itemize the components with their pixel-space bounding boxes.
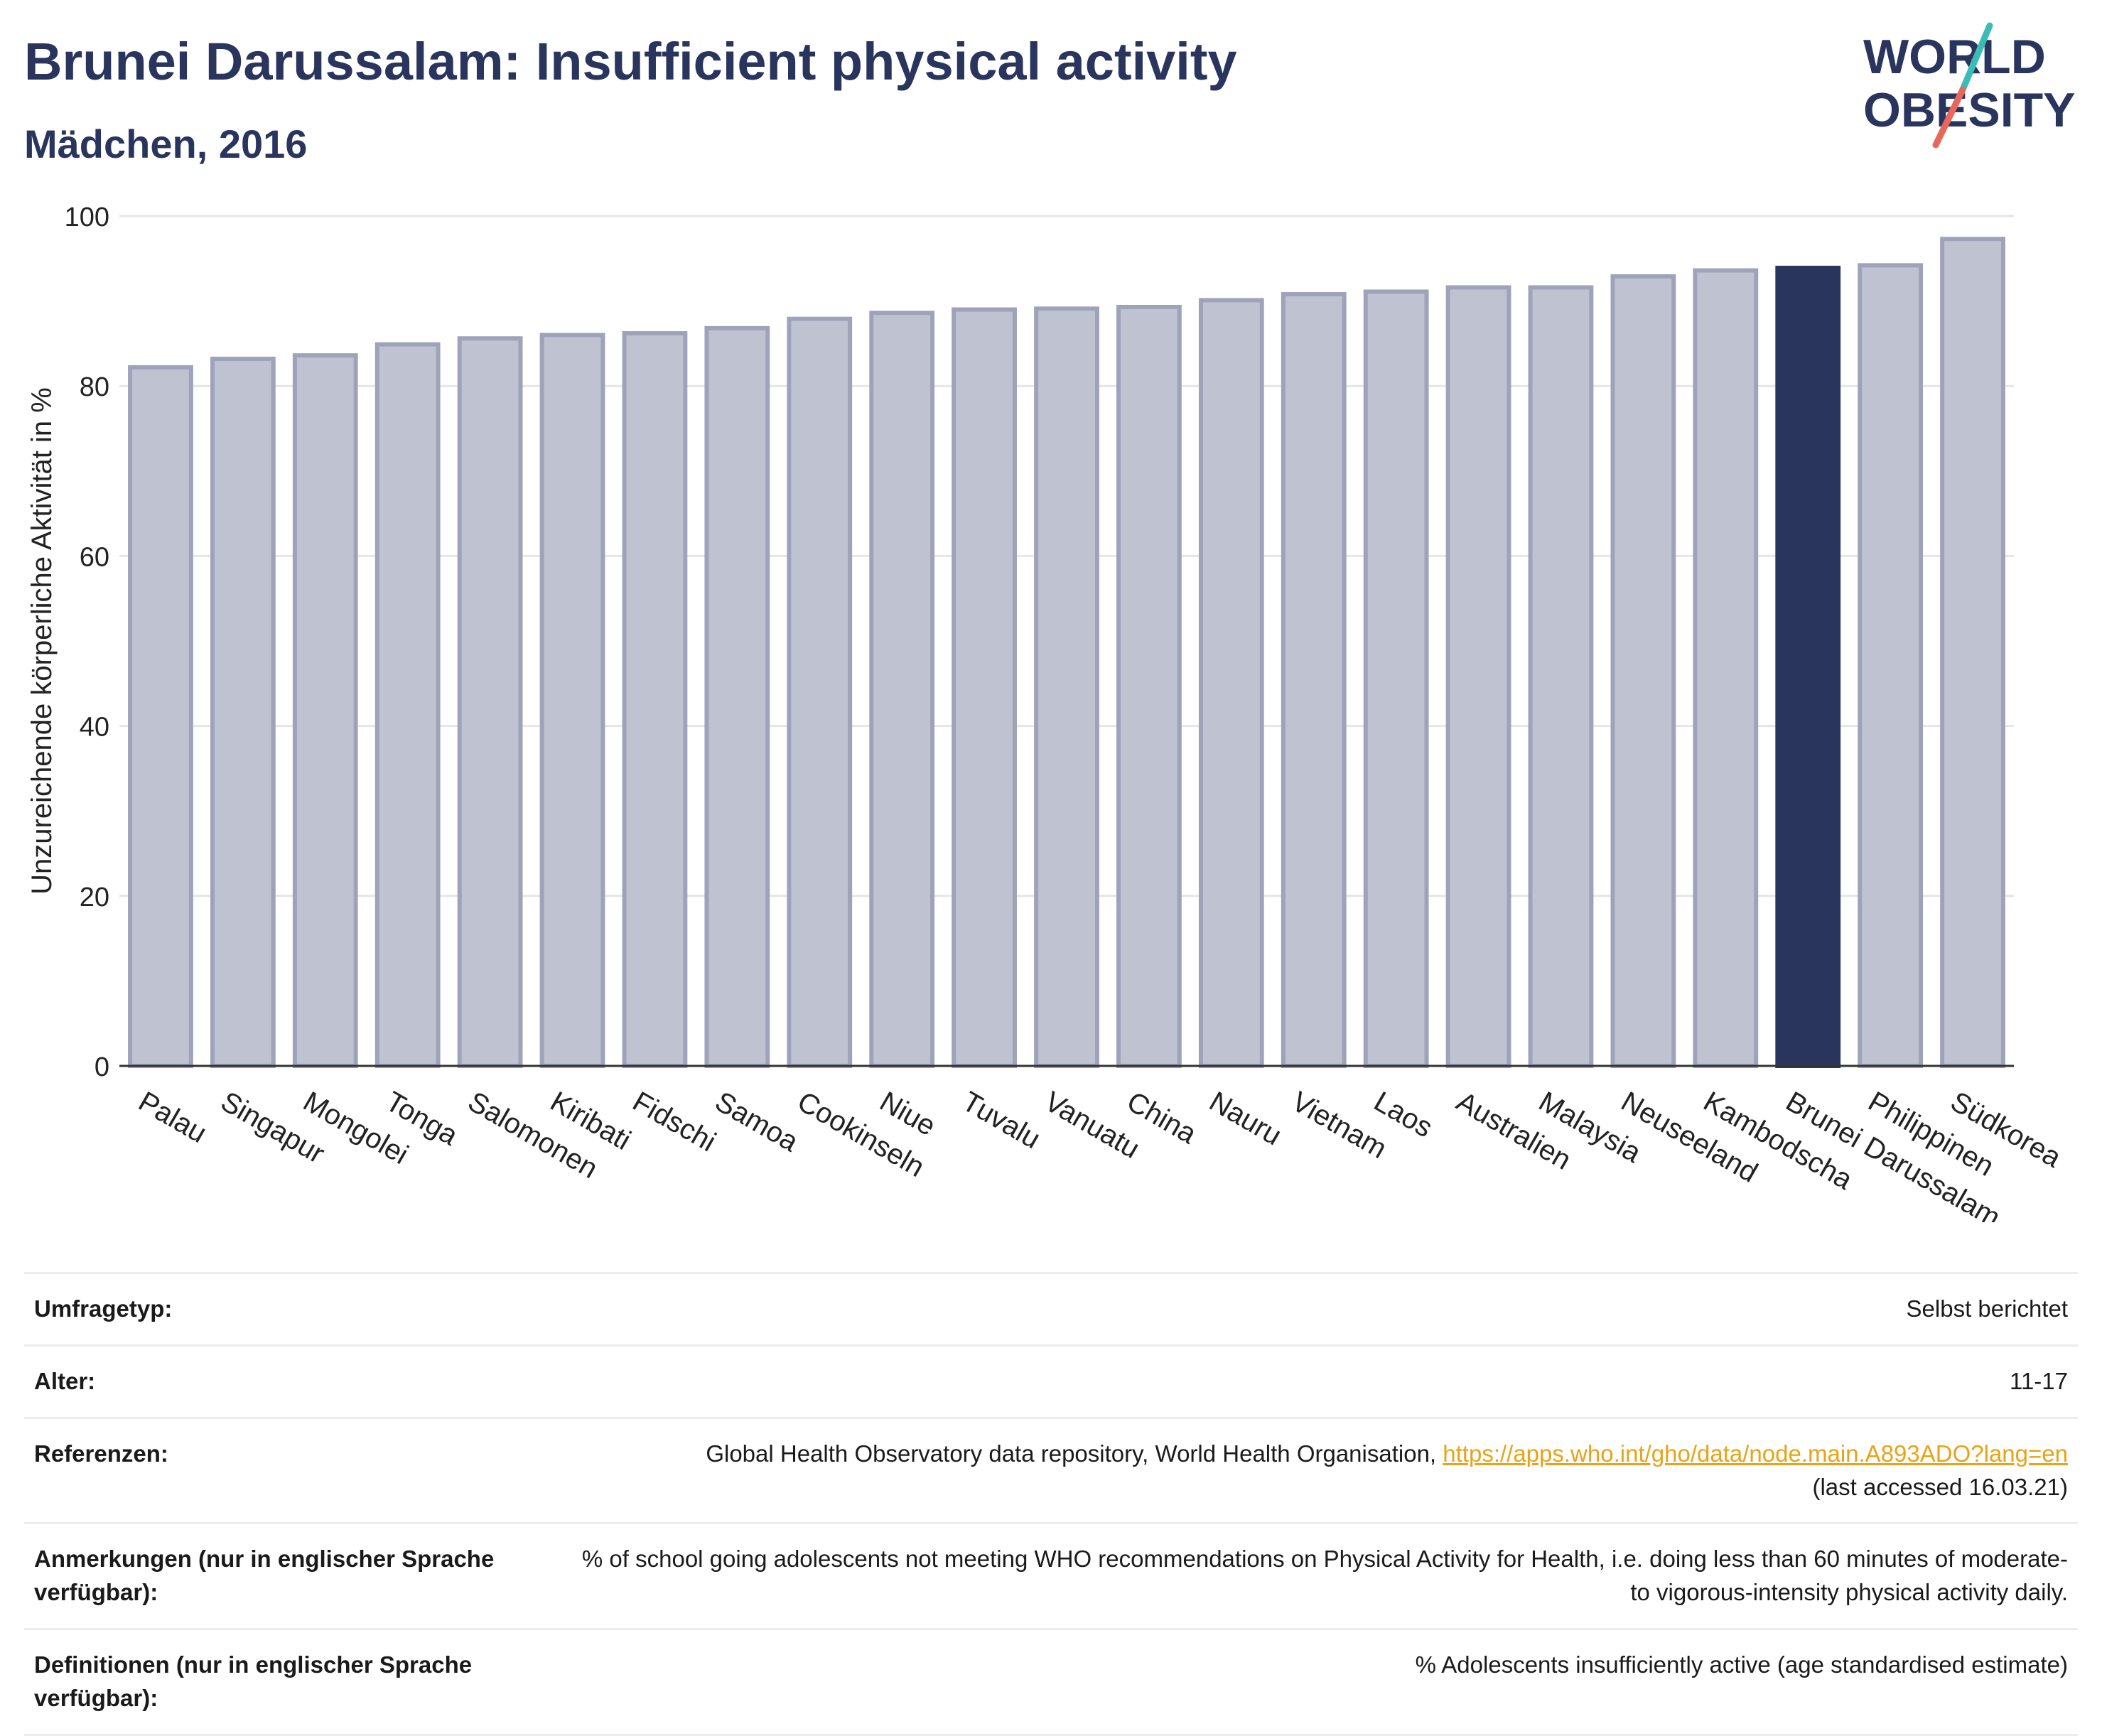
y-axis-label: Unzureichende körperliche Aktivität in %	[26, 387, 58, 895]
info-value: Global Health Observatory data repositor…	[556, 1418, 2078, 1524]
bar[interactable]	[1858, 263, 1924, 1068]
y-tick-label: 40	[80, 713, 109, 743]
x-tick-label: Vanuatu	[1040, 1086, 1145, 1165]
x-tick-label: Samoa	[710, 1086, 804, 1158]
info-table: Umfragetyp: Selbst berichtet Alter: 11-1…	[24, 1272, 2078, 1736]
bar[interactable]	[704, 325, 770, 1069]
y-tick-label: 0	[95, 1052, 109, 1082]
info-row-notes: Anmerkungen (nur in englischer Sprache v…	[24, 1523, 2078, 1629]
x-tick-label: Tuvalu	[957, 1086, 1046, 1155]
info-row-survey-type: Umfragetyp: Selbst berichtet	[24, 1273, 2078, 1346]
logo-text-obesity: OBESITY	[1863, 83, 2076, 137]
bar[interactable]	[1198, 298, 1264, 1068]
info-row-references: Referenzen: Global Health Observatory da…	[24, 1418, 2078, 1524]
info-row-age: Alter: 11-17	[24, 1345, 2078, 1418]
info-label: Alter:	[34, 1367, 96, 1394]
bar[interactable]	[1940, 237, 2005, 1069]
x-tick-label: Vietnam	[1286, 1086, 1391, 1165]
info-label: Definitionen (nur in englischer Sprache …	[34, 1651, 473, 1712]
chart-title: Brunei Darussalam: Insufficient physical…	[24, 32, 1237, 91]
bar[interactable]	[1281, 292, 1347, 1069]
bar[interactable]	[374, 342, 441, 1068]
info-row-definitions: Definitionen (nur in englischer Sprache …	[24, 1629, 2078, 1735]
x-tick-label: Fidschi	[627, 1086, 721, 1158]
bar[interactable]	[622, 331, 688, 1069]
info-value: Selbst berichtet	[1906, 1295, 2068, 1322]
info-value: 11-17	[2010, 1367, 2068, 1394]
y-tick-label: 20	[80, 883, 109, 912]
reference-link[interactable]: https://apps.who.int/gho/data/node.main.…	[1443, 1440, 2068, 1467]
bar[interactable]	[1693, 268, 1759, 1069]
x-tick-label: Nauru	[1204, 1086, 1286, 1152]
info-value: % Adolescents insufficiently active (age…	[1415, 1651, 2068, 1678]
bar[interactable]	[1363, 289, 1429, 1069]
reference-accessed: (last accessed 16.03.21)	[1812, 1473, 2068, 1500]
logo-slash-top	[1959, 22, 1993, 93]
reference-text: Global Health Observatory data repositor…	[706, 1440, 1443, 1467]
chart-subtitle: Mädchen, 2016	[24, 122, 308, 166]
bar[interactable]	[539, 333, 605, 1069]
bar[interactable]	[1610, 274, 1676, 1068]
info-label: Anmerkungen (nur in englischer Sprache v…	[34, 1546, 495, 1606]
y-tick-label: 100	[65, 203, 109, 232]
logo-slash-bottom	[1932, 86, 1966, 149]
bar[interactable]	[1034, 306, 1099, 1068]
axes: 0 20 40 60 80 100	[65, 203, 2014, 1082]
world-obesity-logo[interactable]: WORLD OBESITY	[1848, 20, 2089, 155]
y-tick-label: 80	[80, 372, 109, 402]
bar[interactable]	[952, 307, 1017, 1068]
bars	[128, 237, 2005, 1069]
bar[interactable]	[457, 336, 523, 1068]
bar[interactable]	[1445, 285, 1511, 1069]
y-tick-label: 60	[80, 542, 109, 572]
info-value: % of school going adolescents not meetin…	[581, 1546, 2068, 1606]
info-label: Umfragetyp:	[34, 1295, 173, 1322]
bar[interactable]	[869, 311, 935, 1068]
bar-highlight[interactable]	[1775, 265, 1841, 1068]
logo-text-world: WORLD	[1863, 30, 2046, 84]
x-tick-label: Palau	[133, 1086, 212, 1149]
info-label: Referenzen:	[34, 1440, 168, 1467]
bar[interactable]	[292, 353, 358, 1069]
bar[interactable]	[128, 365, 193, 1068]
bar[interactable]	[787, 316, 853, 1069]
bar[interactable]	[1116, 304, 1182, 1068]
bar[interactable]	[1528, 285, 1594, 1069]
bar[interactable]	[210, 356, 276, 1069]
